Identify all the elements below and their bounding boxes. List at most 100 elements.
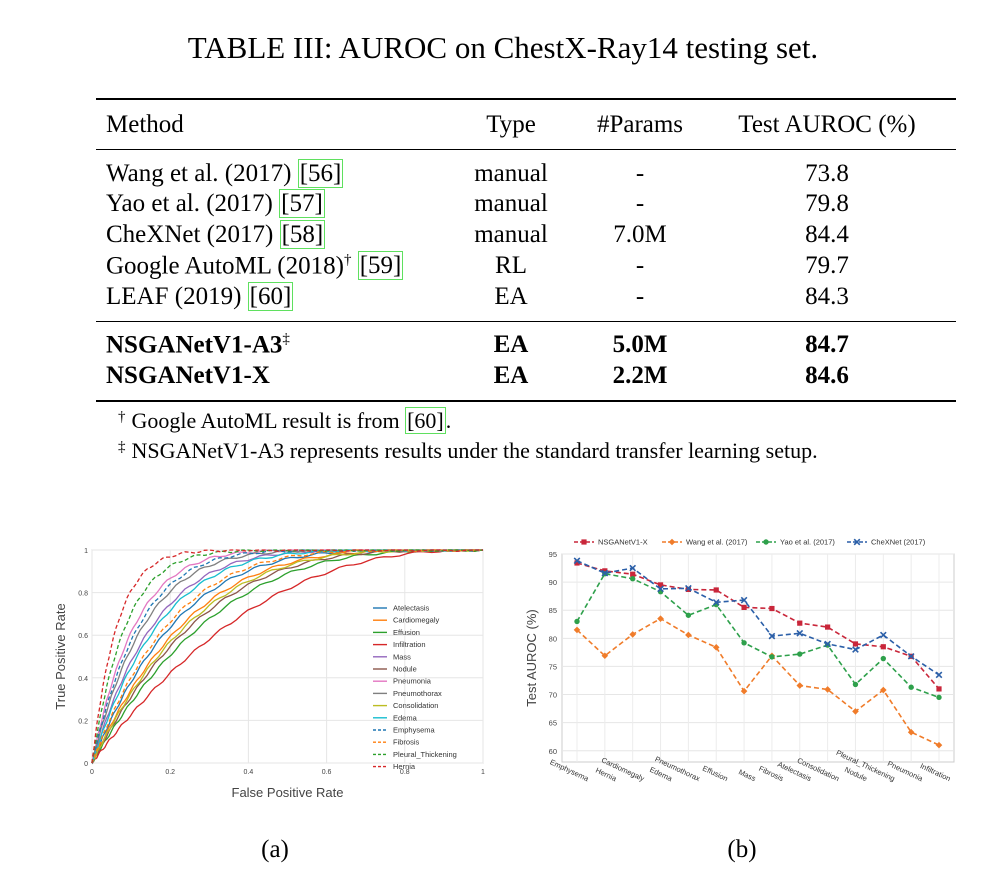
cell-auroc: 84.6 [805,362,849,389]
y-tick-label: 1 [84,548,88,555]
x-tick-label: 0.2 [165,769,175,776]
data-point [574,560,580,566]
data-point [629,576,636,582]
x-axis-label: False Positive Rate [232,785,344,800]
data-point [630,571,636,577]
y-tick-label: 85 [549,606,557,615]
footnote-mark: ‡ [118,439,126,455]
citation-link[interactable]: [56] [297,159,344,188]
footnote-text: NSGANetV1-A3 represents results under th… [131,438,818,463]
y-tick-label: 75 [549,662,557,671]
series-line-wang-et-al-2017- [576,617,940,746]
y-tick-label: 60 [549,747,557,756]
x-tick-label: Effusion [701,764,729,784]
legend-label: Emphysema [393,726,436,735]
cell-auroc: 84.7 [805,331,849,358]
method-name: LEAF (2019) [106,283,242,310]
data-point [601,569,609,577]
y-tick-label: 0 [84,761,88,768]
data-point [629,564,637,572]
data-point [740,687,748,695]
cell-params: - [635,283,645,310]
x-tick-label: 1 [481,769,485,776]
data-point [581,539,587,545]
cell-params: 5.0M [612,331,668,358]
citation-link[interactable]: [58] [279,220,326,249]
cell-auroc: 79.7 [805,252,849,279]
data-point [769,654,775,660]
legend-label: Pleural_Thickening [393,750,457,759]
data-point [824,686,831,693]
legend-label: Hernia [393,762,416,771]
cell-type: EA [493,331,529,358]
plot-area [91,549,484,764]
cell-params: 7.0M [613,221,667,248]
x-tick-label: 0.6 [322,769,332,776]
footnote-mark: † [343,252,352,268]
legend-label: Pneumonia [393,677,432,686]
legend-label: Consolidation [393,701,438,710]
data-point [768,632,776,640]
data-point [936,686,942,692]
roc-curve-hernia [91,549,483,764]
table-caption: TABLE III: AUROC on ChestX-Ray14 testing… [187,30,819,65]
cell-method: LEAF (2019) [60] [106,282,294,311]
data-point [796,682,804,689]
data-point [907,728,915,736]
cell-method: Google AutoML (2018)† [59] [106,251,404,281]
header-type: Type [486,111,536,138]
data-point [685,584,692,592]
legend-label: NSGANetV1-X [598,538,648,547]
citation-link[interactable]: [60] [405,407,446,434]
cell-method: NSGANetV1-A3‡ [106,331,290,359]
citation-link[interactable]: [60] [247,282,294,311]
cell-auroc: 79.8 [805,190,849,217]
cell-auroc: 84.4 [805,221,849,248]
header-test-auroc: Test AUROC (%) [738,111,916,138]
footnote: † Google AutoML result is from [60]. [118,407,451,434]
subfigure-label-a: (a) [261,836,289,863]
cell-type: EA [494,283,528,310]
cell-params: - [635,190,645,217]
cell-auroc: 84.3 [805,283,849,310]
y-tick-label: 70 [549,691,557,700]
legend-label: Mass [393,652,411,661]
legend-label: Pneumothorax [393,689,442,698]
plot-area [561,553,955,763]
legend-label: Cardiomegaly [393,616,440,625]
citation-link[interactable]: [57] [279,189,325,218]
roc-curve-effusion [91,549,483,764]
roc-chart: 0 0.2 0.4 0.6 0.8 1 0 0.2 0.4 0.6 0.8 1 False Positi… [53,548,485,800]
data-point [825,624,831,630]
footnote: ‡ NSGANetV1-A3 represents results under t… [118,438,818,464]
data-point [763,539,769,545]
data-point [741,604,747,611]
method-name: NSGANetV1-A3 [106,331,283,359]
legend-label: CheXNet (2017) [871,538,926,547]
y-tick-label: 65 [549,719,557,728]
y-axis-label: True Positive Rate [53,603,68,709]
cell-method: Wang et al. (2017) [56] [106,159,344,188]
subfigure-label-b: (b) [727,836,757,863]
data-point [741,640,747,646]
method-name: CheXNet (2017) [106,221,274,248]
series-line-chexnet-2017- [576,559,940,676]
legend-label: Atelectasis [393,604,430,613]
legend-label: Yao et al. (2017) [780,538,835,547]
data-point [853,538,861,546]
data-point [880,655,887,662]
data-point [935,671,943,679]
citation-link[interactable]: [59] [357,251,404,281]
header-method: Method [106,111,184,138]
table-header-rule [96,149,956,150]
x-tick-label: 0 [90,769,94,776]
method-name: Yao et al. (2017) [106,190,273,217]
method-name: Google AutoML (2018) [106,252,344,280]
data-point [657,585,664,593]
data-point [629,631,636,638]
data-point [908,684,914,690]
cell-type: RL [495,252,527,279]
cell-method: CheXNet (2017) [58] [106,220,326,249]
data-point [713,587,719,593]
